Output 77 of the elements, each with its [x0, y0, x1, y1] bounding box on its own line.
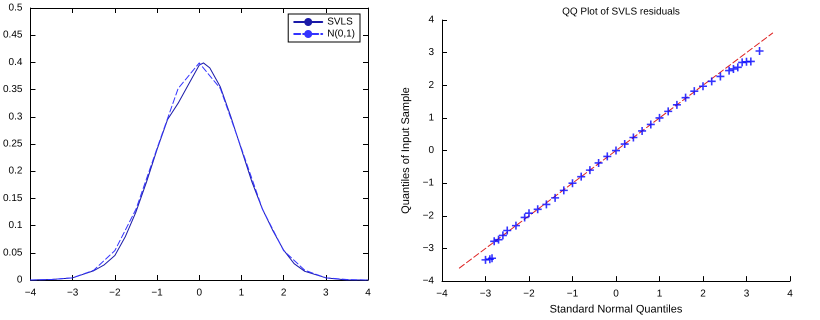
y-tick-label: 0.05 — [2, 247, 23, 258]
point — [594, 158, 603, 167]
x-tick-label: 3 — [323, 288, 330, 298]
x-tick-label: −4 — [24, 288, 37, 298]
y-tick-label: 0.35 — [2, 84, 23, 96]
point — [729, 64, 738, 73]
x-tick-label: 1 — [656, 288, 663, 300]
x-tick-label: 0 — [196, 288, 202, 298]
y-tick-label: 4 — [428, 14, 434, 26]
y-tick-label: −4 — [422, 276, 434, 287]
point — [498, 231, 507, 240]
point — [525, 209, 533, 218]
y-tick-label: −1 — [422, 178, 434, 189]
x-tick-label: 2 — [700, 288, 706, 300]
point — [577, 172, 586, 181]
y-tick-label: 0.25 — [2, 138, 23, 150]
x-tick-label: −2 — [109, 288, 121, 298]
x-tick-label: −1 — [151, 288, 164, 298]
point — [699, 82, 707, 90]
point — [708, 77, 716, 86]
point — [756, 47, 764, 56]
point — [629, 133, 638, 142]
point — [690, 87, 698, 96]
y-tick-label: 0.5 — [8, 2, 23, 14]
x-tick-label: −3 — [66, 288, 79, 298]
point — [488, 254, 496, 262]
x-tick-label: −3 — [480, 288, 492, 300]
chart-title: QQ Plot of SVLS residuals — [562, 6, 680, 18]
point — [586, 166, 594, 174]
point — [664, 107, 672, 116]
point — [620, 140, 629, 148]
point — [490, 237, 498, 246]
point — [746, 57, 755, 66]
y-tick-label: 2 — [428, 80, 434, 91]
y-axis-title: Quantiles of Input Sample — [400, 87, 412, 214]
point — [568, 179, 576, 188]
y-tick-label: −2 — [422, 210, 434, 222]
x-tick-label: 3 — [744, 288, 750, 300]
x-tick-label: 1 — [238, 288, 245, 298]
y-tick-label: 0.1 — [8, 220, 23, 232]
legend-label: N(0,1) — [327, 28, 356, 40]
y-tick-label: −3 — [422, 242, 434, 254]
y-tick-label: 0 — [16, 274, 23, 286]
x-tick-label: −4 — [436, 288, 448, 300]
x-tick-label: 2 — [280, 288, 287, 298]
point — [542, 200, 550, 208]
x-tick-label: −2 — [523, 288, 536, 300]
y-tick-label: 0.3 — [8, 111, 23, 122]
y-tick-label: 0.15 — [2, 192, 23, 204]
point — [603, 152, 612, 160]
point — [612, 146, 620, 155]
y-tick-label: 0.45 — [2, 30, 23, 41]
x-tick-label: 0 — [613, 288, 620, 300]
point — [503, 226, 512, 235]
y-tick-label: 0.4 — [8, 56, 23, 68]
point — [512, 222, 520, 230]
y-tick-label: 3 — [428, 47, 434, 58]
point — [560, 186, 568, 194]
point — [534, 205, 542, 214]
x-axis-title: Standard Normal Quantiles — [550, 304, 683, 316]
point — [682, 94, 690, 102]
y-tick-label: 0.2 — [8, 166, 23, 177]
point — [734, 63, 742, 72]
point — [672, 100, 681, 109]
point — [494, 236, 503, 244]
y-tick-label: 1 — [428, 112, 434, 124]
point — [656, 114, 664, 122]
legend-label: SVLS — [327, 16, 354, 28]
point — [716, 72, 724, 80]
y-tick-label: 0 — [428, 145, 434, 156]
x-tick-label: −1 — [566, 288, 579, 300]
x-tick-label: 4 — [365, 288, 372, 298]
point — [638, 126, 646, 135]
point — [551, 194, 560, 202]
point — [520, 213, 529, 222]
point — [646, 120, 655, 128]
x-tick-label: 4 — [787, 288, 794, 300]
